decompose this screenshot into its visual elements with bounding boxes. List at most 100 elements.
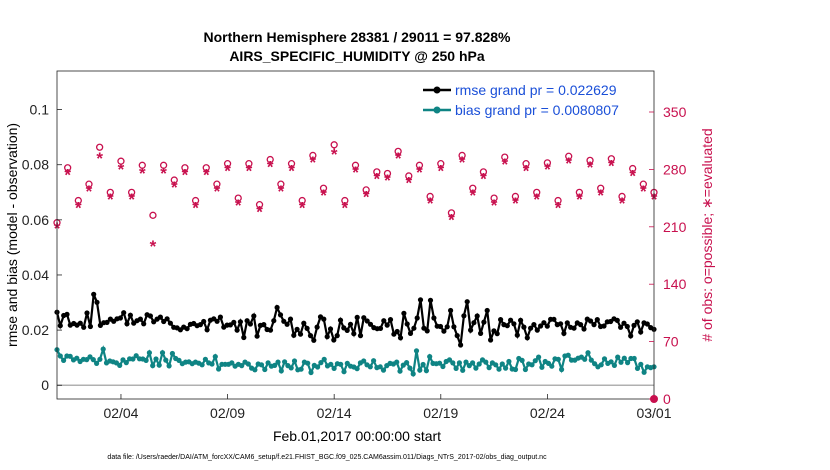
bias-point: [601, 356, 608, 362]
rmse-point: [57, 323, 63, 329]
bias-point: [456, 360, 462, 366]
obs-evaluated-point: *: [96, 149, 103, 168]
rmse-point: [578, 322, 584, 328]
rmse-point: [321, 316, 327, 322]
obs-possible-point: [565, 152, 573, 160]
bias-point: [229, 360, 235, 366]
x-axis-label: Feb.01,2017 00:00:00 start: [273, 428, 441, 444]
obs-possible-point: [85, 180, 93, 188]
bias-point: [506, 358, 512, 365]
obs-possible-point: [447, 209, 456, 217]
rmse-point: [631, 322, 637, 328]
bias-point: [321, 356, 327, 362]
rmse-point: [538, 323, 544, 329]
rmse-point: [384, 322, 390, 328]
x-tick-label: 02/24: [530, 405, 565, 421]
bias-point: [278, 368, 284, 374]
obs-evaluated-point: *: [459, 153, 466, 172]
bias-point: [163, 357, 169, 363]
rmse-point: [624, 323, 630, 330]
bias-point: [298, 366, 304, 372]
obs-possible-point: [127, 188, 136, 197]
bias-point: [166, 363, 172, 369]
bias-point: [74, 355, 80, 361]
obs-evaluated-point: *: [619, 194, 626, 213]
rmse-point: [307, 333, 314, 339]
rmse-point: [237, 319, 243, 325]
rmse-point: [518, 317, 524, 323]
bias-point: [341, 369, 347, 375]
obs-evaluated-point: *: [235, 196, 242, 215]
rmse-point: [274, 304, 280, 311]
obs-possible-point: [543, 159, 552, 167]
obs-possible-point: [362, 186, 370, 194]
obs-evaluated-point: *: [448, 211, 455, 230]
bias-point: [407, 365, 413, 371]
rmse-point: [511, 321, 517, 327]
bias-point: [631, 355, 637, 362]
rmse-point: [461, 313, 467, 319]
bias-point: [446, 357, 453, 363]
bias-point: [608, 359, 614, 365]
rmse-point: [387, 317, 394, 323]
y-axis-right-label: # of obs: o=possible; ∗=evaluated: [699, 128, 715, 341]
rmse-point: [478, 330, 484, 336]
bias-point: [328, 361, 334, 367]
obs-possible-point: [341, 196, 349, 205]
bias-point: [410, 371, 416, 377]
obs-evaluated-point: *: [75, 198, 82, 217]
rmse-point: [508, 317, 514, 323]
rmse-point: [407, 330, 414, 336]
rmse-point: [581, 326, 587, 332]
rmse-point: [601, 323, 607, 329]
bias-point: [143, 357, 149, 363]
rmse-point: [84, 310, 90, 316]
bias-point: [262, 366, 268, 373]
bias-point: [529, 362, 535, 368]
bias-point: [450, 360, 456, 366]
obs-possible-point: [383, 169, 392, 178]
right-axis-zero-marker: [650, 395, 658, 403]
bias-point: [150, 363, 156, 369]
rmse-point: [81, 324, 87, 330]
rmse-point: [167, 320, 173, 326]
bias-point: [159, 350, 166, 356]
legend-bias-label: bias grand pr = 0.0080807: [455, 102, 619, 118]
rmse-point: [498, 317, 504, 323]
bias-point: [598, 362, 604, 368]
rmse-point: [367, 321, 374, 327]
obs-evaluated-point: *: [640, 182, 647, 201]
obs-evaluated-point: *: [182, 166, 189, 185]
rmse-point: [381, 318, 387, 324]
bias-point: [239, 363, 245, 369]
obs-evaluated-point: *: [469, 186, 476, 205]
obs-evaluated-point: *: [171, 178, 178, 197]
rmse-point: [124, 321, 130, 327]
legend-bias-marker: [433, 106, 441, 114]
x-tick-label: 02/09: [210, 405, 245, 421]
rmse-point: [331, 337, 337, 343]
obs-evaluated-point: *: [480, 170, 487, 189]
rmse-point: [628, 333, 634, 339]
obs-possible-point: [213, 180, 221, 188]
bias-point: [585, 350, 591, 356]
bias-point: [522, 366, 529, 373]
bias-point: [476, 361, 482, 367]
rmse-point: [361, 315, 367, 321]
bias-point: [417, 367, 423, 373]
rmse-point: [464, 299, 470, 305]
plot-area: ******************************* *********…: [53, 141, 658, 386]
obs-possible-point: [586, 156, 594, 165]
rmse-point: [474, 313, 480, 319]
rmse-point: [411, 325, 417, 331]
rmse-point: [401, 310, 407, 316]
obs-evaluated-point: *: [288, 161, 295, 180]
rmse-point: [394, 328, 400, 335]
rmse-point: [91, 291, 97, 297]
bias-point: [156, 362, 162, 368]
rmse-point: [291, 332, 297, 338]
bias-point: [437, 360, 443, 366]
rmse-point: [324, 334, 330, 340]
bias-point: [397, 368, 403, 374]
bias-point: [463, 359, 469, 365]
